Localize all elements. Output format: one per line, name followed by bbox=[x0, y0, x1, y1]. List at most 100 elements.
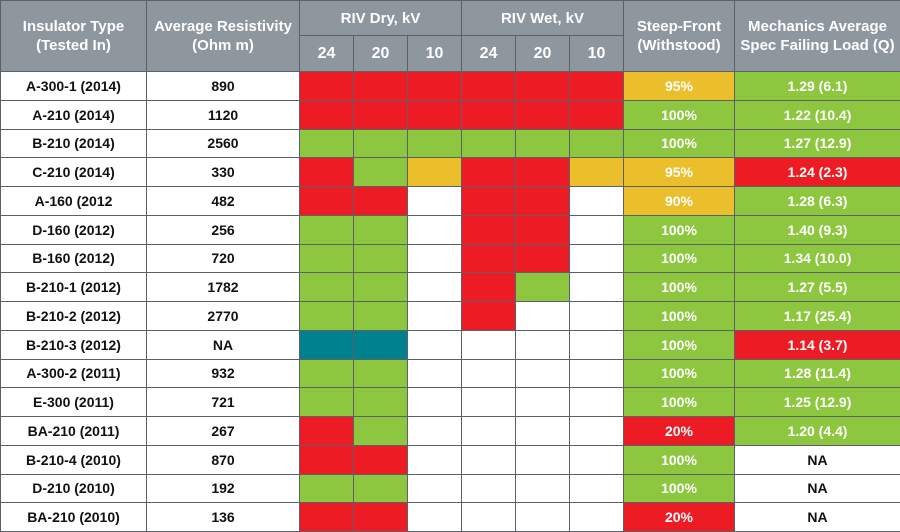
riv-dry-10kv-cell bbox=[407, 416, 462, 446]
riv-wet-10kv-cell bbox=[569, 387, 624, 417]
header-mechanics: Mechanics Average Spec Failing Load (Q) bbox=[734, 0, 900, 72]
resistivity-cell: 720 bbox=[146, 243, 300, 274]
riv-wet-10kv-cell bbox=[569, 416, 624, 446]
riv-wet-24kv-cell bbox=[461, 301, 516, 331]
header-mech-line1: Mechanics Average bbox=[748, 18, 887, 35]
dry-voltage-24: 24 bbox=[299, 35, 354, 72]
mechanics-cell: 1.22 (10.4) bbox=[734, 99, 900, 130]
resistivity-cell: 2560 bbox=[146, 128, 300, 159]
riv-wet-10kv-cell bbox=[569, 502, 624, 532]
header-average-resistivity: Average Resistivity (Ohm m) bbox=[146, 0, 300, 72]
riv-dry-20kv-cell bbox=[353, 444, 408, 475]
steep-front-cell: 95% bbox=[623, 71, 735, 101]
mechanics-cell: 1.25 (12.9) bbox=[734, 387, 900, 417]
mechanics-cell: 1.17 (25.4) bbox=[734, 301, 900, 331]
insulator-type-cell: B-210-4 (2010) bbox=[0, 444, 147, 475]
insulator-type-cell: C-210 (2014) bbox=[0, 157, 147, 187]
riv-dry-20kv-cell bbox=[353, 157, 408, 187]
riv-wet-24kv-cell bbox=[461, 71, 516, 101]
header-steep-front: Steep-Front (Withstood) bbox=[623, 0, 735, 72]
table-row: A-300-2 (2011) 932 100% 1.28 (11.4) bbox=[0, 358, 900, 389]
dry-voltage-10: 10 bbox=[407, 35, 462, 72]
insulator-type-cell: BA-210 (2010) bbox=[0, 502, 147, 532]
riv-wet-20kv-cell bbox=[515, 358, 570, 389]
riv-dry-10kv-cell bbox=[407, 444, 462, 475]
header-resist-line1: Average Resistivity bbox=[154, 18, 292, 35]
insulator-type-cell: A-160 (2012 bbox=[0, 186, 147, 216]
riv-wet-24kv-cell bbox=[461, 186, 516, 216]
insulator-type-cell: B-160 (2012) bbox=[0, 243, 147, 274]
riv-wet-24kv-cell bbox=[461, 128, 516, 159]
riv-dry-20kv-cell bbox=[353, 387, 408, 417]
steep-front-cell: 90% bbox=[623, 186, 735, 216]
header-steep-line1: Steep-Front bbox=[636, 18, 722, 35]
resistivity-cell: 256 bbox=[146, 214, 300, 245]
mechanics-cell: 1.34 (10.0) bbox=[734, 243, 900, 274]
riv-wet-24kv-cell bbox=[461, 243, 516, 274]
riv-dry-24kv-cell bbox=[299, 71, 354, 101]
insulator-type-cell: B-210-2 (2012) bbox=[0, 301, 147, 331]
riv-dry-20kv-cell bbox=[353, 502, 408, 532]
insulator-type-cell: A-300-2 (2011) bbox=[0, 358, 147, 389]
table-row: BA-210 (2010) 136 20% NA bbox=[0, 502, 900, 532]
riv-wet-24kv-cell bbox=[461, 99, 516, 130]
riv-wet-20kv-cell bbox=[515, 329, 570, 360]
riv-wet-20kv-cell bbox=[515, 502, 570, 532]
riv-wet-24kv-cell bbox=[461, 444, 516, 475]
resistivity-cell: 2770 bbox=[146, 301, 300, 331]
header-riv-wet: RIV Wet, kV bbox=[461, 0, 624, 36]
table-row: A-160 (2012 482 90% 1.28 (6.3) bbox=[0, 186, 900, 216]
resistivity-cell: 192 bbox=[146, 473, 300, 504]
insulator-type-cell: A-210 (2014) bbox=[0, 99, 147, 130]
riv-wet-10kv-cell bbox=[569, 157, 624, 187]
riv-wet-24kv-cell bbox=[461, 387, 516, 417]
header-mech-line2: Spec Failing Load (Q) bbox=[740, 37, 895, 54]
riv-dry-24kv-cell bbox=[299, 416, 354, 446]
riv-dry-24kv-cell bbox=[299, 473, 354, 504]
insulator-type-cell: B-210-3 (2012) bbox=[0, 329, 147, 360]
riv-dry-10kv-cell bbox=[407, 186, 462, 216]
riv-wet-20kv-cell bbox=[515, 99, 570, 130]
riv-dry-10kv-cell bbox=[407, 128, 462, 159]
header-steep-line2: (Withstood) bbox=[637, 37, 721, 54]
table-row: B-210-4 (2010) 870 100% NA bbox=[0, 444, 900, 475]
insulator-type-cell: B-210 (2014) bbox=[0, 128, 147, 159]
riv-dry-24kv-cell bbox=[299, 214, 354, 245]
mechanics-cell: 1.27 (5.5) bbox=[734, 272, 900, 302]
steep-front-cell: 100% bbox=[623, 214, 735, 245]
insulator-type-cell: BA-210 (2011) bbox=[0, 416, 147, 446]
header-insulator-type: Insulator Type (Tested In) bbox=[0, 0, 147, 72]
riv-wet-10kv-cell bbox=[569, 243, 624, 274]
riv-wet-10kv-cell bbox=[569, 444, 624, 475]
table-row: B-210-3 (2012) NA 100% 1.14 (3.7) bbox=[0, 329, 900, 360]
insulator-type-cell: D-210 (2010) bbox=[0, 473, 147, 504]
resistivity-cell: 482 bbox=[146, 186, 300, 216]
riv-wet-20kv-cell bbox=[515, 444, 570, 475]
riv-dry-20kv-cell bbox=[353, 186, 408, 216]
riv-wet-20kv-cell bbox=[515, 71, 570, 101]
steep-front-cell: 100% bbox=[623, 329, 735, 360]
riv-dry-10kv-cell bbox=[407, 329, 462, 360]
steep-front-cell: 100% bbox=[623, 444, 735, 475]
mechanics-cell: 1.14 (3.7) bbox=[734, 329, 900, 360]
riv-dry-24kv-cell bbox=[299, 387, 354, 417]
steep-front-cell: 100% bbox=[623, 243, 735, 274]
wet-voltage-20: 20 bbox=[515, 35, 570, 72]
mechanics-cell: 1.40 (9.3) bbox=[734, 214, 900, 245]
riv-dry-24kv-cell bbox=[299, 272, 354, 302]
riv-dry-24kv-cell bbox=[299, 99, 354, 130]
table-row: B-210-1 (2012) 1782 100% 1.27 (5.5) bbox=[0, 272, 900, 302]
table-row: C-210 (2014) 330 95% 1.24 (2.3) bbox=[0, 157, 900, 187]
riv-wet-20kv-cell bbox=[515, 214, 570, 245]
riv-dry-20kv-cell bbox=[353, 243, 408, 274]
header-type-line2: (Tested In) bbox=[36, 37, 111, 54]
riv-wet-10kv-cell bbox=[569, 329, 624, 360]
wet-voltage-10: 10 bbox=[569, 35, 624, 72]
insulator-type-cell: B-210-1 (2012) bbox=[0, 272, 147, 302]
table-row: B-210-2 (2012) 2770 100% 1.17 (25.4) bbox=[0, 301, 900, 331]
resistivity-cell: 330 bbox=[146, 157, 300, 187]
table-body: A-300-1 (2014) 890 95% 1.29 (6.1) A-210 (201… bbox=[0, 71, 900, 532]
insulator-type-cell: E-300 (2011) bbox=[0, 387, 147, 417]
riv-dry-24kv-cell bbox=[299, 301, 354, 331]
